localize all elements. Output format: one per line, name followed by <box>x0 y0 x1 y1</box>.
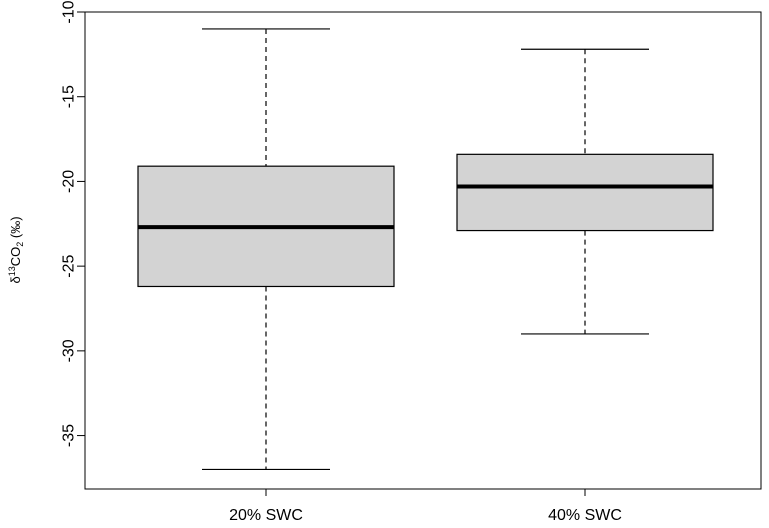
y-axis-title-superscript: 13 <box>7 266 17 276</box>
y-axis-title-delta: δ <box>8 276 23 283</box>
y-tick-label: -10 <box>61 0 78 23</box>
y-axis-title-subscript: 2 <box>15 242 25 247</box>
y-tick-label: -35 <box>61 424 78 447</box>
iqr-box <box>456 153 714 232</box>
x-category-label: 20% SWC <box>229 507 303 524</box>
y-tick-label: -25 <box>61 254 78 277</box>
y-tick-label: -20 <box>61 170 78 193</box>
x-category-label: 40% SWC <box>548 507 622 524</box>
y-tick-label: -15 <box>61 85 78 108</box>
box-group <box>456 48 714 335</box>
y-axis: -35 -30 -25 -20 -15 -10 <box>61 0 86 447</box>
boxes-layer <box>137 28 714 471</box>
y-axis-title: δ13CO2 (‰) <box>7 216 25 283</box>
box-group <box>137 28 395 471</box>
y-axis-title-unit: (‰) <box>8 216 23 241</box>
x-axis: 20% SWC 40% SWC <box>229 489 622 524</box>
y-tick-label: -30 <box>61 339 78 362</box>
y-axis-title-co: CO <box>8 247 23 267</box>
